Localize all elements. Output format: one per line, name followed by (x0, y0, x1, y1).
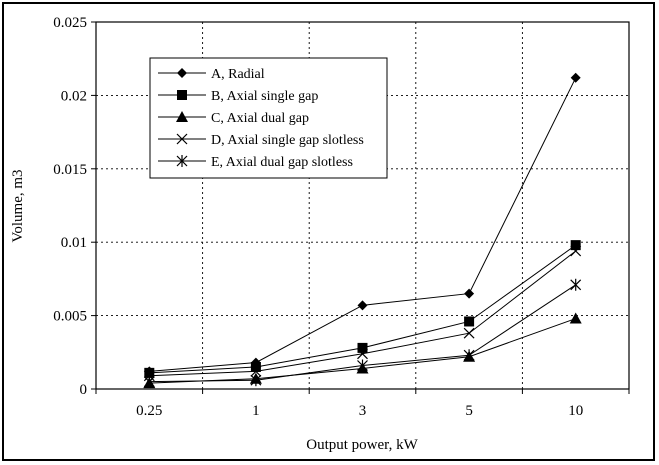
data-point-d (250, 365, 262, 377)
x-tick-label: 5 (465, 403, 473, 419)
y-tick-label: 0.01 (61, 235, 87, 251)
y-tick-label: 0.005 (53, 309, 87, 325)
legend-item-a: A, Radial (158, 67, 265, 82)
data-point-a (357, 300, 368, 311)
data-point-b (464, 316, 475, 327)
x-marker-stroke (176, 133, 188, 145)
legend-label: C, Axial dual gap (211, 111, 309, 126)
x-tick-label: 10 (568, 403, 583, 419)
data-point-d (570, 245, 582, 257)
x-marker-stroke (463, 327, 475, 339)
data-point-e (143, 375, 155, 388)
data-point-d (463, 327, 475, 339)
data-point-e (357, 359, 368, 372)
legend-box (149, 57, 388, 179)
legend-label: D, Axial single gap slotless (211, 133, 364, 148)
y-tick-label: 0.02 (61, 88, 87, 104)
y-tick-label: 0.025 (53, 15, 87, 31)
data-point-b (570, 240, 581, 251)
legend-label: B, Axial single gap (211, 89, 318, 104)
y-axis-title: Volume, m3 (10, 169, 26, 242)
data-point-a (464, 288, 475, 299)
y-tick-label: 0.015 (53, 162, 87, 178)
x-marker-stroke (357, 348, 368, 360)
series-b (144, 240, 581, 378)
x-axis-ticks: 0.25 1 3 5 10 (95, 389, 630, 419)
data-point-b (357, 342, 368, 353)
legend-item-c: C, Axial dual gap (158, 111, 309, 126)
legend: A, Radial B, Axial single gap C, Axial dua… (149, 57, 388, 179)
x-axis-title: Output power, kW (306, 437, 418, 453)
legend-label: A, Radial (211, 67, 265, 82)
y-axis-ticks: 0 0.005 0.01 0.015 0.02 0.025 (53, 15, 96, 398)
legend-item-d: D, Axial single gap slotless (158, 133, 364, 148)
legend-item-b: B, Axial single gap (158, 89, 318, 104)
data-series (143, 72, 582, 389)
data-point-a (570, 72, 581, 83)
legend-marker (176, 111, 188, 122)
legend-label: E, Axial dual gap slotless (211, 155, 353, 170)
legend-marker (177, 90, 187, 100)
data-point-d (357, 348, 368, 360)
x-tick-label: 0.25 (136, 403, 162, 419)
data-point-b (250, 361, 261, 372)
legend-marker (177, 68, 187, 78)
x-tick-label: 1 (252, 403, 260, 419)
series-line-d (149, 250, 577, 377)
legend-item-e: E, Axial dual gap slotless (158, 155, 353, 170)
data-point-e (250, 374, 262, 387)
x-marker-stroke (570, 245, 582, 257)
data-point-b (144, 367, 155, 378)
data-point-e (463, 349, 475, 362)
legend-marker (176, 133, 188, 145)
series-e (143, 278, 582, 388)
x-tick-label: 3 (359, 403, 367, 419)
data-point-e (570, 278, 582, 291)
y-tick-label: 0 (80, 382, 88, 398)
x-marker-stroke (250, 365, 262, 377)
plot-area-border (95, 21, 630, 390)
data-point-c (569, 312, 582, 324)
legend-marker (176, 155, 188, 167)
